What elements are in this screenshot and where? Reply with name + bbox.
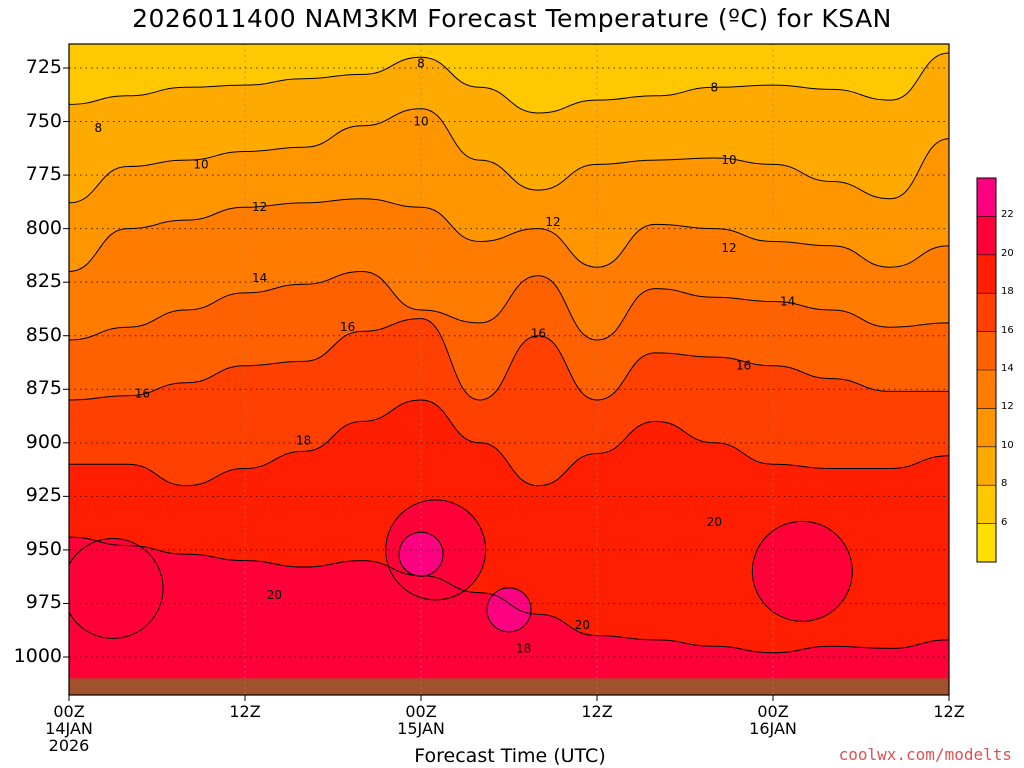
colorbar-tick-label: 8	[1001, 478, 1008, 490]
isotherm-18	[69, 399, 949, 487]
x-tick-label: 12Z	[229, 702, 261, 721]
colorbar-tick-label: 16	[1001, 324, 1014, 336]
contour-label: 12	[545, 215, 560, 229]
y-tick-label: 950	[25, 537, 62, 560]
contour-label: 20	[267, 588, 282, 602]
colorbar-tick-label: 14	[1001, 363, 1014, 374]
isotherm-10	[69, 108, 949, 204]
isotherm-12	[69, 198, 949, 272]
colorbar-tick-label: 20	[1001, 247, 1014, 259]
contour-label: 8	[711, 80, 719, 94]
x-tick-label: 00Z 15JAN	[397, 702, 445, 738]
colorbar-tick-label: 10	[1001, 439, 1014, 451]
x-tick-label: 12Z	[933, 702, 965, 721]
contour-label: 12	[721, 241, 736, 255]
colorbar-swatch	[977, 446, 996, 486]
colorbar-swatch	[977, 523, 996, 562]
warm-cell-0	[69, 537, 164, 639]
contour-label: 16	[531, 327, 546, 341]
contour-label: 10	[193, 157, 208, 171]
colorbar-tick-label: 6	[1001, 516, 1008, 528]
contour-label: 10	[413, 115, 428, 129]
contour-label: 20	[707, 515, 722, 529]
contour-label: 16	[736, 359, 751, 373]
colorbar-swatch	[977, 485, 996, 524]
contour-label: 16	[135, 387, 150, 401]
contour-label: 18	[516, 641, 531, 655]
isotherm-8	[69, 52, 949, 114]
contour-label: 8	[95, 121, 103, 135]
credit-link[interactable]: coolwx.com/modelts	[838, 745, 1012, 764]
contour-label: 8	[417, 57, 425, 71]
colorbar-tick-label: 12	[1001, 401, 1014, 413]
contour-label: 12	[252, 200, 267, 214]
colorbar-swatch	[977, 408, 996, 447]
warm-cell-2	[751, 520, 853, 622]
isotherm-14	[69, 270, 949, 341]
colorbar-swatch	[977, 370, 996, 409]
warm-cell-4	[486, 587, 532, 633]
colorbar-swatch	[977, 178, 996, 217]
isotherm-16	[69, 318, 949, 401]
y-tick-label: 875	[25, 377, 62, 400]
colorbar-swatch	[977, 216, 996, 255]
x-tick-label: 12Z	[581, 702, 613, 721]
x-tick-label: 00Z 16JAN	[749, 702, 797, 738]
y-tick-label: 800	[25, 216, 62, 239]
colorbar-tick-label: 22	[1001, 209, 1014, 221]
surface-strip	[69, 678, 949, 695]
contour-label: 14	[780, 294, 795, 308]
y-tick-label: 750	[25, 109, 62, 132]
x-tick-label: 00Z 14JAN 2026	[45, 702, 93, 755]
y-tick-label: 725	[25, 56, 62, 78]
plot-frame	[68, 43, 950, 696]
y-tick-label: 1000	[13, 645, 62, 667]
warm-cell-3	[398, 531, 444, 577]
contour-label: 10	[721, 153, 736, 167]
x-axis-title: Forecast Time (UTC)	[414, 745, 606, 767]
y-tick-label: 975	[25, 591, 62, 614]
contour-label: 14	[252, 271, 267, 285]
contour-label: 18	[296, 434, 311, 448]
colorbar-swatch	[977, 254, 996, 294]
colorbar-swatch	[977, 293, 996, 332]
y-tick-label: 825	[25, 270, 62, 293]
isotherm-20	[69, 536, 949, 654]
y-tick-label: 925	[25, 484, 62, 507]
y-tick-label: 775	[25, 163, 62, 186]
y-tick-label: 900	[25, 430, 62, 453]
y-tick-label: 850	[25, 323, 62, 346]
contour-label: 20	[575, 618, 590, 632]
chart-title: 2026011400 NAM3KM Forecast Temperature (…	[132, 4, 892, 33]
colorbar-swatch	[977, 331, 996, 370]
contour-label: 16	[340, 320, 355, 334]
colorbar-tick-label: 18	[1001, 286, 1014, 298]
